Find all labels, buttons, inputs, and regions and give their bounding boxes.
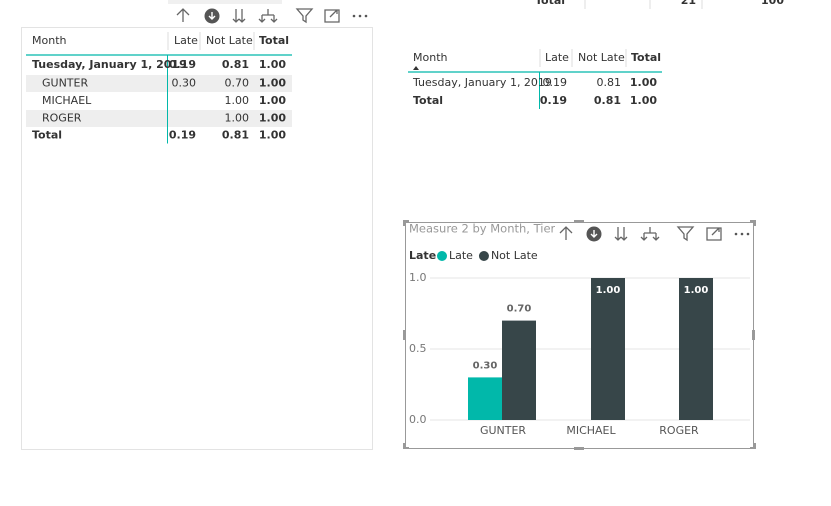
fragment-cell: 100 [761, 0, 784, 7]
row-label: Tuesday, January 1, 2019 [412, 76, 552, 89]
row-label: Total [413, 94, 443, 107]
filter-icon[interactable] [295, 8, 314, 24]
data-label: 1.00 [596, 285, 621, 296]
data-label: 0.70 [507, 304, 532, 315]
cell-value: 0.19 [169, 58, 196, 71]
cell-value: 1.00 [259, 77, 286, 90]
fragment-cell: Total [535, 0, 565, 7]
fragment-cell: 21 [681, 0, 696, 7]
more-icon[interactable] [734, 232, 750, 236]
bar [591, 278, 625, 420]
y-tick-label: 0.0 [409, 413, 427, 426]
cell-value: 0.30 [172, 77, 197, 90]
column-header: Not Late [578, 51, 625, 64]
cell-value: 0.81 [222, 129, 249, 142]
focus-icon[interactable] [324, 9, 340, 23]
bar [679, 278, 713, 420]
more-icon[interactable] [352, 14, 368, 18]
legend-swatch [478, 251, 489, 261]
cell-value: 1.00 [259, 94, 286, 107]
x-tick-label: GUNTER [480, 424, 526, 437]
row-label: ROGER [42, 112, 82, 125]
cell-value: 0.19 [543, 76, 568, 89]
bar [468, 377, 502, 420]
cell-value: 1.00 [630, 76, 657, 89]
column-header: Late [545, 51, 569, 64]
next-level-icon[interactable] [614, 227, 628, 241]
cell-value: 0.19 [540, 94, 567, 107]
filter-icon[interactable] [676, 226, 695, 242]
cell-value: 1.00 [630, 94, 657, 107]
header-strip [168, 0, 282, 4]
cell-value: 0.81 [594, 94, 621, 107]
data-label: 1.00 [684, 285, 709, 296]
row-shade [26, 75, 292, 92]
x-tick-label: MICHAEL [566, 424, 616, 437]
column-header: Late [174, 34, 198, 47]
column-header: Month [413, 51, 448, 64]
expand-icon[interactable] [640, 227, 660, 241]
drill-up-icon[interactable] [176, 8, 190, 22]
bar [502, 320, 536, 420]
left-visual-frame [21, 27, 373, 450]
legend-label: Late [449, 249, 473, 262]
data-label: 0.30 [473, 360, 498, 371]
column-header: Total [631, 51, 661, 64]
cell-value: 0.70 [225, 77, 250, 90]
y-tick-label: 0.5 [409, 342, 427, 355]
cell-value: 1.00 [259, 112, 286, 125]
cell-value: 0.81 [597, 76, 622, 89]
row-label: Total [32, 129, 62, 142]
row-label: GUNTER [42, 77, 88, 90]
legend-label: Not Late [491, 249, 538, 262]
expand-icon[interactable] [258, 9, 278, 23]
top-fragment-lines [584, 0, 703, 9]
chart-title: Measure 2 by Month, Tier [409, 222, 556, 236]
chart-toolbar [559, 226, 750, 242]
cell-value: 1.00 [225, 94, 250, 107]
x-tick-label: ROGER [659, 424, 699, 437]
cell-value: 0.81 [222, 58, 249, 71]
row-label: MICHAEL [42, 94, 92, 107]
cell-value: 0.19 [169, 129, 196, 142]
column-header: Total [259, 34, 289, 47]
cell-value: 1.00 [259, 58, 286, 71]
sort-indicator [413, 66, 419, 70]
cell-value: 1.00 [259, 129, 286, 142]
row-label: Tuesday, January 1, 2019 [32, 58, 187, 71]
column-header: Not Late [206, 34, 253, 47]
drill-up-icon[interactable] [559, 226, 573, 240]
cell-value: 1.00 [225, 112, 250, 125]
legend-title: Late [409, 249, 436, 262]
focus-icon[interactable] [706, 227, 722, 241]
column-header: Month [32, 34, 67, 47]
row-shade [26, 110, 292, 127]
y-tick-label: 1.0 [409, 271, 427, 284]
left-toolbar [176, 8, 368, 24]
next-level-icon[interactable] [232, 9, 246, 23]
legend-swatch [437, 251, 447, 261]
